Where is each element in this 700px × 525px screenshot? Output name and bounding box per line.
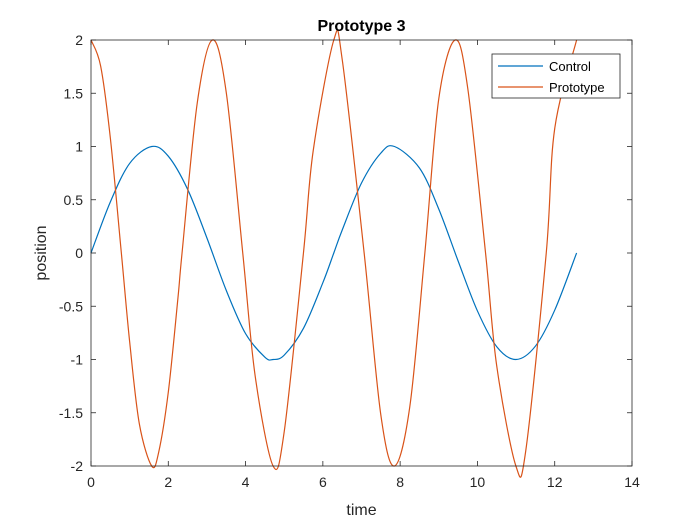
x-tick-label: 14 (624, 474, 640, 490)
y-tick-label: 0.5 (64, 192, 84, 208)
y-tick-label: -0.5 (59, 298, 83, 314)
ticks-layer: 0 2 4 6 8 10 12 14 -2 -1.5 -1 -0.5 0 0.5 1 1.5 2 (59, 32, 640, 490)
legend-box (491, 53, 621, 99)
x-tick-label: 6 (319, 474, 327, 490)
y-tick-label: -1 (71, 352, 84, 368)
y-tick-label: -1.5 (59, 405, 83, 421)
series-line-prototype (90, 29, 578, 478)
series-layer (90, 29, 578, 478)
plot-background (91, 40, 632, 466)
legend-label-control: Control (549, 59, 591, 74)
legend: Control Prototype (491, 53, 621, 99)
y-axis-label: position (33, 225, 50, 280)
chart-title: Prototype 3 (317, 18, 405, 35)
legend-label-prototype: Prototype (549, 80, 605, 95)
x-tick-label: 0 (87, 474, 95, 490)
y-tick-label: 2 (75, 32, 83, 48)
x-tick-label: 2 (164, 474, 172, 490)
y-tick-label: 1.5 (64, 85, 84, 101)
x-tick-label: 4 (242, 474, 250, 490)
x-tick-label: 12 (547, 474, 563, 490)
x-tick-label: 8 (396, 474, 404, 490)
y-tick-label: 0 (75, 245, 83, 261)
x-tick-label: 10 (470, 474, 486, 490)
y-tick-label: -2 (71, 458, 84, 474)
series-line-control (90, 145, 578, 361)
x-axis-label: time (346, 502, 376, 519)
y-tick-label: 1 (75, 139, 83, 155)
